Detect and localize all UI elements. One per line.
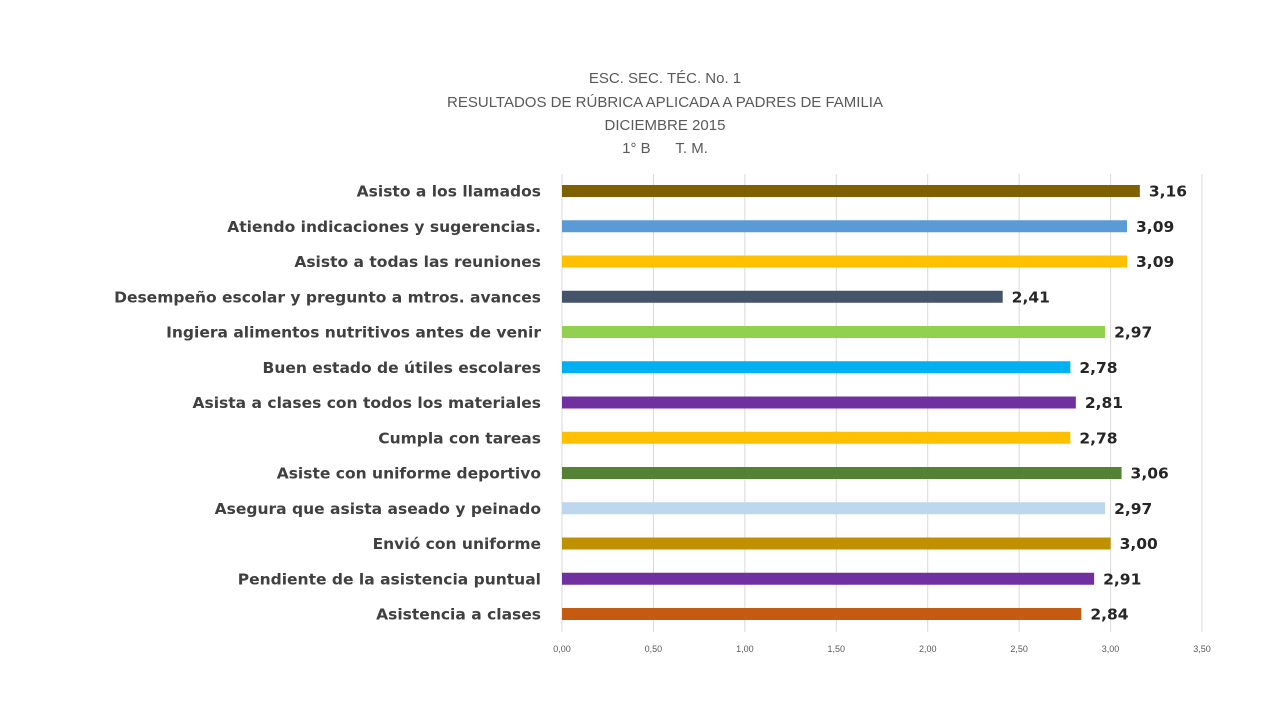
data-label: 3,06 xyxy=(1131,465,1169,483)
bar xyxy=(562,220,1128,233)
bar xyxy=(562,396,1076,409)
category-label: Asegura que asista aseado y peinado xyxy=(215,500,541,518)
x-tick-label: 3,00 xyxy=(1102,644,1120,654)
data-label: 3,00 xyxy=(1120,535,1158,553)
data-label: 2,78 xyxy=(1079,429,1117,447)
data-label: 2,84 xyxy=(1090,606,1128,624)
x-tick-label: 0,00 xyxy=(553,644,571,654)
category-label: Cumpla con tareas xyxy=(378,429,541,447)
bar xyxy=(562,502,1106,515)
category-label: Buen estado de útiles escolares xyxy=(263,359,541,377)
bar xyxy=(562,326,1106,338)
bars xyxy=(562,185,1140,620)
data-label: 2,81 xyxy=(1085,394,1123,412)
data-label: 3,09 xyxy=(1136,253,1174,271)
bar xyxy=(562,572,1095,585)
category-label: Atiendo indicaciones y sugerencias. xyxy=(227,218,541,236)
category-label: Asista a clases con todos los materiales xyxy=(193,394,541,412)
data-label: 3,16 xyxy=(1149,183,1187,201)
bar xyxy=(562,431,1071,444)
category-label: Asisto a todas las reuniones xyxy=(294,253,541,271)
category-label: Asistencia a clases xyxy=(376,606,541,624)
data-label: 2,78 xyxy=(1079,359,1117,377)
chart-title-line-4: 1° B T. M. xyxy=(622,140,708,157)
data-labels: 3,16 3,09 3,09 2,41 2,97 2,78 2,81 2,78 3,06 2,97… xyxy=(1012,183,1187,624)
category-label: Envió con uniforme xyxy=(373,535,541,553)
x-tick-label: 2,50 xyxy=(1010,644,1028,654)
category-label: Asiste con uniforme deportivo xyxy=(277,465,541,483)
chart-title-line-2: RESULTADOS DE RÚBRICA APLICADA A PADRES … xyxy=(447,94,883,111)
x-axis-tick-labels: 0,00 0,50 1,00 1,50 2,00 2,50 3,00 3,50 xyxy=(553,644,1211,654)
bar xyxy=(562,537,1111,550)
bar xyxy=(562,290,1003,303)
x-tick-label: 2,00 xyxy=(919,644,937,654)
data-label: 2,91 xyxy=(1103,570,1141,588)
x-tick-label: 0,50 xyxy=(645,644,663,654)
chart-title: ESC. SEC. TÉC. No. 1 RESULTADOS DE RÚBRI… xyxy=(447,70,883,157)
bar xyxy=(562,185,1140,197)
chart-title-line-3: DICIEMBRE 2015 xyxy=(605,117,726,134)
category-label: Desempeño escolar y pregunto a mtros. av… xyxy=(114,288,541,306)
data-label: 2,41 xyxy=(1012,288,1050,306)
x-tick-label: 3,50 xyxy=(1193,644,1211,654)
data-label: 3,09 xyxy=(1136,218,1174,236)
bar xyxy=(562,608,1082,620)
data-label: 2,97 xyxy=(1114,500,1152,518)
category-label: Pendiente de la asistencia puntual xyxy=(238,570,541,588)
chart-title-line-1: ESC. SEC. TÉC. No. 1 xyxy=(589,70,741,87)
x-tick-label: 1,50 xyxy=(828,644,846,654)
category-label: Asisto a los llamados xyxy=(357,183,541,201)
bar xyxy=(562,361,1071,374)
x-tick-label: 1,00 xyxy=(736,644,754,654)
data-label: 2,97 xyxy=(1114,324,1152,342)
category-labels: Asisto a los llamados Atiendo indicacione… xyxy=(114,183,541,624)
bar xyxy=(562,467,1122,479)
bar xyxy=(562,255,1128,268)
category-label: Ingiera alimentos nutritivos antes de ve… xyxy=(166,324,541,342)
